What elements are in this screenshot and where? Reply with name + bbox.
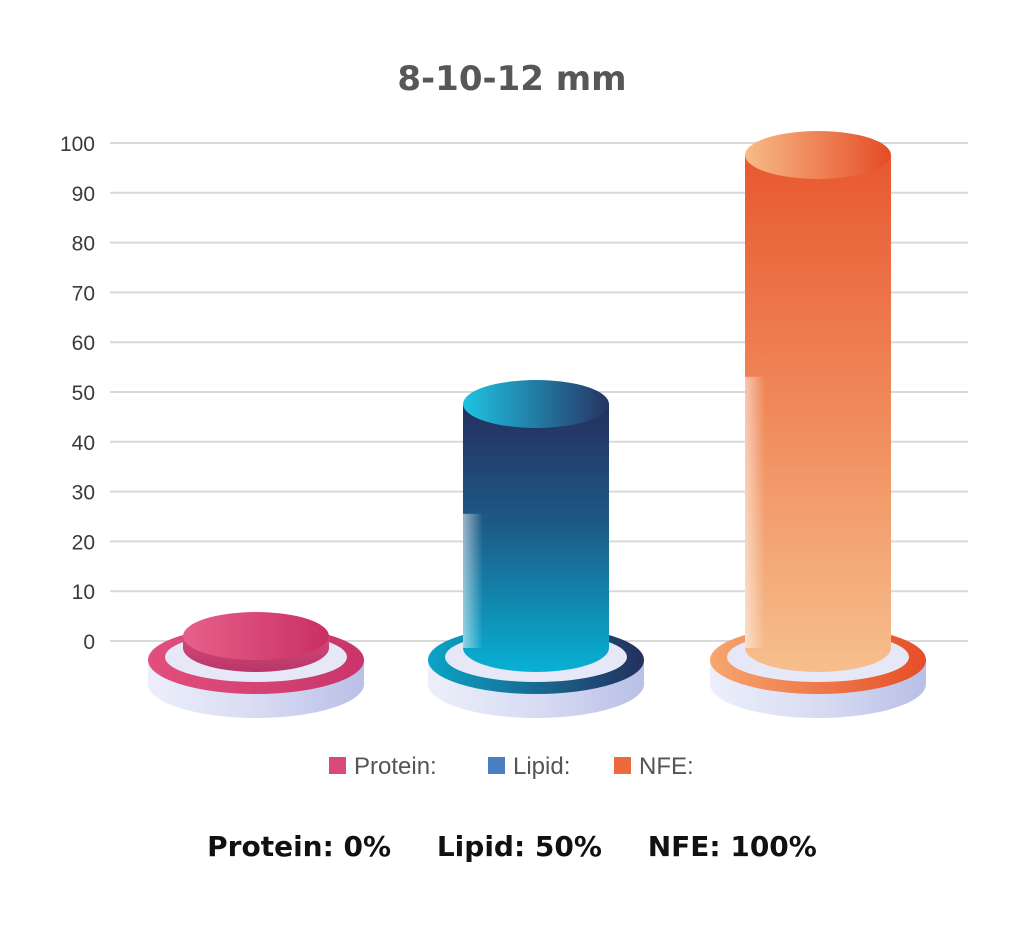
bars xyxy=(148,131,926,718)
bar-lipid-body xyxy=(463,404,609,672)
legend-swatch-lipid xyxy=(488,757,505,774)
y-tick-label-10: 10 xyxy=(72,581,95,604)
legend: Protein: Lipid: NFE: xyxy=(329,753,694,780)
bar-lipid-shine xyxy=(463,513,483,648)
y-tick-label-80: 80 xyxy=(72,233,95,256)
legend-swatch-protein xyxy=(329,757,346,774)
chart-title: 8-10-12 mm xyxy=(397,59,626,99)
y-tick-label-40: 40 xyxy=(72,432,95,455)
legend-item-nfe: NFE: xyxy=(614,753,694,780)
y-tick-label-20: 20 xyxy=(72,531,95,554)
y-tick-label-60: 60 xyxy=(72,332,95,355)
summary-nfe-value: 100% xyxy=(730,830,817,863)
summary-nfe-label: NFE: xyxy=(647,830,721,863)
y-tick-label-100: 100 xyxy=(60,133,95,156)
y-tick-label-30: 30 xyxy=(72,482,95,505)
summary-line: Protein: 0% Lipid: 50% NFE: 100% xyxy=(0,830,1024,863)
y-tick-label-90: 90 xyxy=(72,183,95,206)
summary-lipid-value: 50% xyxy=(534,830,602,863)
summary-nfe: NFE: 100% xyxy=(648,830,817,863)
summary-lipid: Lipid: 50% xyxy=(437,830,602,863)
bar-nfe-shine xyxy=(745,376,765,648)
legend-label-nfe: NFE: xyxy=(639,753,694,780)
summary-protein-label: Protein: xyxy=(207,830,334,863)
bar-nfe xyxy=(710,131,926,718)
bar-lipid-cap xyxy=(463,380,609,428)
summary-protein-value: 0% xyxy=(343,830,392,863)
y-tick-label-70: 70 xyxy=(72,282,95,305)
summary-protein: Protein: 0% xyxy=(207,830,391,863)
y-tick-label-50: 50 xyxy=(72,382,95,405)
y-axis: 0 10 20 30 40 50 60 70 80 90 100 xyxy=(60,133,95,654)
y-tick-label-0: 0 xyxy=(83,631,95,654)
legend-label-lipid: Lipid: xyxy=(513,753,570,780)
legend-label-protein: Protein: xyxy=(354,753,437,780)
bar-lipid xyxy=(428,380,644,718)
legend-item-lipid: Lipid: xyxy=(488,753,570,780)
bar-protein-cap xyxy=(183,612,329,660)
bar-nfe-cap xyxy=(745,131,891,179)
bar-nfe-body xyxy=(745,155,891,672)
legend-swatch-nfe xyxy=(614,757,631,774)
legend-item-protein: Protein: xyxy=(329,753,437,780)
summary-lipid-label: Lipid: xyxy=(436,830,526,863)
bar-protein xyxy=(148,612,364,718)
